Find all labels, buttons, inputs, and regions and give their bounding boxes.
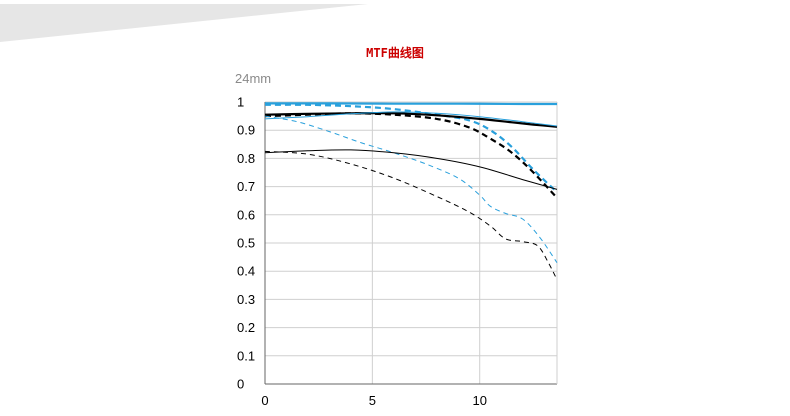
y-tick-label: 0.1 [237,348,255,363]
y-tick-label: 0.5 [237,236,255,251]
top-banner-decoration [0,4,368,42]
y-tick-label: 0.3 [237,292,255,307]
mtf-series-line-black-solid-thin [264,149,558,190]
page-title: MTF曲线图 [366,46,424,60]
focal-length-label: 24mm [235,71,272,86]
y-tick-label: 1 [237,95,244,110]
y-tick-label: 0.6 [237,207,255,222]
mtf-series-line-blue-solid-thin [264,111,558,127]
x-tick-label: 10 [472,393,486,408]
y-tick-label: 0.9 [237,123,255,138]
y-tick-label: 0.7 [237,179,255,194]
mtf-series-line-blue-dashed-thin [264,115,558,263]
y-tick-label: 0.8 [237,151,255,166]
x-tick-label: 0 [261,393,268,408]
mtf-series-line-black-dashed-thin [264,150,558,280]
y-tick-label: 0.4 [237,264,255,279]
mtf-series-line-black-dashed-thick [264,112,558,199]
mtf-series-line-blue-solid-thick [264,102,557,106]
y-tick-label: 0 [237,377,244,392]
y-tick-label: 0.2 [237,320,255,335]
x-tick-label: 5 [369,393,376,408]
mtf-series-line-blue-dashed-thick [264,103,558,193]
